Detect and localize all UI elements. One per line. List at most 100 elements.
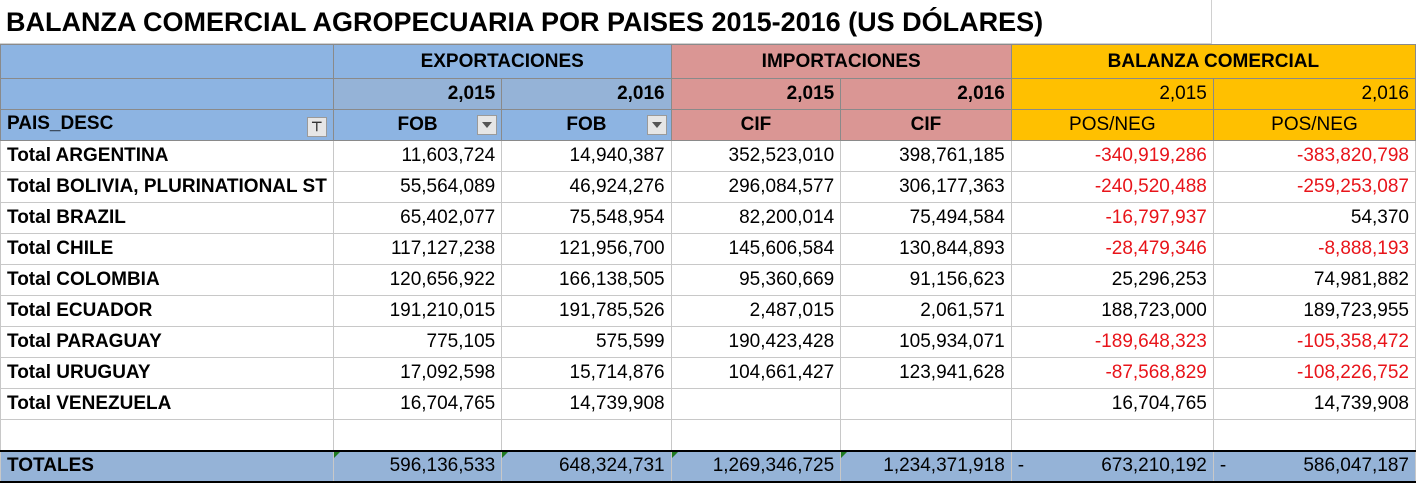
exp-2015-cell[interactable]: 775,105 xyxy=(332,326,503,358)
importaciones-header[interactable]: IMPORTACIONES xyxy=(670,44,1012,79)
bal-2015-cell[interactable]: -189,648,323 xyxy=(1010,326,1214,358)
total-imp-2015[interactable]: 1,269,346,725 xyxy=(670,449,842,483)
exp-2015-cell[interactable]: 11,603,724 xyxy=(332,140,503,172)
exp-2015-cell[interactable]: 191,210,015 xyxy=(332,295,503,327)
exp-2016-cell[interactable]: 191,785,526 xyxy=(501,295,672,327)
exp-2016-cell[interactable]: 121,956,700 xyxy=(501,233,672,265)
bal-2015-cell[interactable]: -340,919,286 xyxy=(1010,140,1214,172)
bal-2015-cell[interactable]: -28,479,346 xyxy=(1010,233,1214,265)
year-imp-2015[interactable]: 2,015 xyxy=(670,78,842,110)
bal-2016-cell[interactable]: 74,981,882 xyxy=(1212,264,1416,296)
dropdown-arrow-icon[interactable] xyxy=(477,115,498,135)
unit-fob-2015[interactable]: FOB xyxy=(332,109,503,141)
bal-2015-cell[interactable]: 188,723,000 xyxy=(1010,295,1214,327)
unit-cif-2015[interactable]: CIF xyxy=(670,109,842,141)
year-imp-2016[interactable]: 2,016 xyxy=(840,78,1012,110)
imp-2016-cell[interactable]: 306,177,363 xyxy=(840,171,1012,203)
exp-2016-cell[interactable]: 166,138,505 xyxy=(501,264,672,296)
bal-2016-cell[interactable]: 54,370 xyxy=(1212,202,1416,234)
empty-cell[interactable] xyxy=(0,419,334,451)
imp-2016-cell[interactable]: 123,941,628 xyxy=(840,357,1012,389)
table-row: Total COLOMBIA 120,656,922 166,138,505 9… xyxy=(0,264,1416,296)
exp-2015-cell[interactable]: 65,402,077 xyxy=(332,202,503,234)
empty-cell[interactable] xyxy=(1212,419,1416,451)
bal-2016-cell[interactable]: -108,226,752 xyxy=(1212,357,1416,389)
bal-2015-cell[interactable]: -240,520,488 xyxy=(1010,171,1214,203)
exp-2015-cell[interactable]: 55,564,089 xyxy=(332,171,503,203)
country-cell[interactable]: Total ARGENTINA xyxy=(0,140,334,172)
empty-cell[interactable] xyxy=(840,419,1012,451)
bal-2016-cell[interactable]: -259,253,087 xyxy=(1212,171,1416,203)
country-cell[interactable]: Total COLOMBIA xyxy=(0,264,334,296)
year-bal-2015[interactable]: 2,015 xyxy=(1010,78,1214,110)
empty-cell[interactable] xyxy=(670,419,842,451)
total-exp-2016[interactable]: 648,324,731 xyxy=(501,449,672,483)
imp-2016-cell[interactable]: 105,934,071 xyxy=(840,326,1012,358)
unit-fob-2016[interactable]: FOB xyxy=(501,109,672,141)
imp-2015-cell[interactable] xyxy=(670,388,842,420)
filter-applied-icon[interactable]: ⊤ xyxy=(306,117,327,137)
bal-2016-cell[interactable]: -8,888,193 xyxy=(1212,233,1416,265)
total-exp-2015[interactable]: 596,136,533 xyxy=(332,449,503,483)
imp-2015-cell[interactable]: 145,606,584 xyxy=(670,233,842,265)
imp-2016-cell[interactable]: 2,061,571 xyxy=(840,295,1012,327)
year-bal-2016[interactable]: 2,016 xyxy=(1212,78,1416,110)
exportaciones-header[interactable]: EXPORTACIONES xyxy=(332,44,672,79)
exp-2016-cell[interactable]: 46,924,276 xyxy=(501,171,672,203)
exp-2015-cell[interactable]: 16,704,765 xyxy=(332,388,503,420)
exp-2016-cell[interactable]: 75,548,954 xyxy=(501,202,672,234)
unit-posneg-2016[interactable]: POS/NEG xyxy=(1212,109,1416,141)
imp-2015-cell[interactable]: 82,200,014 xyxy=(670,202,842,234)
imp-2015-cell[interactable]: 2,487,015 xyxy=(670,295,842,327)
unit-posneg-2015[interactable]: POS/NEG xyxy=(1010,109,1214,141)
exp-2015-cell[interactable]: 17,092,598 xyxy=(332,357,503,389)
header-corner[interactable] xyxy=(0,44,334,79)
bal-2015-cell[interactable]: 25,296,253 xyxy=(1010,264,1214,296)
unit-cif-2016[interactable]: CIF xyxy=(840,109,1012,141)
exp-2016-cell[interactable]: 575,599 xyxy=(501,326,672,358)
balanza-header[interactable]: BALANZA COMERCIAL xyxy=(1010,44,1416,79)
exp-2016-cell[interactable]: 15,714,876 xyxy=(501,357,672,389)
page-title[interactable]: BALANZA COMERCIAL AGROPECUARIA POR PAISE… xyxy=(0,0,1212,44)
bal-2016-cell[interactable]: 189,723,955 xyxy=(1212,295,1416,327)
country-cell[interactable]: Total CHILE xyxy=(0,233,334,265)
total-bal-2016[interactable]: - 586,047,187 xyxy=(1212,449,1416,483)
empty-cell[interactable] xyxy=(1010,419,1214,451)
total-bal-2015[interactable]: - 673,210,192 xyxy=(1010,449,1214,483)
imp-2015-cell[interactable]: 352,523,010 xyxy=(670,140,842,172)
exp-2016-cell[interactable]: 14,739,908 xyxy=(501,388,672,420)
imp-2016-cell[interactable]: 398,761,185 xyxy=(840,140,1012,172)
country-cell[interactable]: Total ECUADOR xyxy=(0,295,334,327)
dropdown-arrow-icon[interactable] xyxy=(646,115,667,135)
country-cell[interactable]: Total BRAZIL xyxy=(0,202,334,234)
pais-desc-header[interactable]: PAIS_DESC ⊤ xyxy=(0,109,334,141)
header-corner-2[interactable] xyxy=(0,78,334,110)
country-cell[interactable]: Total PARAGUAY xyxy=(0,326,334,358)
exp-2015-cell[interactable]: 120,656,922 xyxy=(332,264,503,296)
imp-2015-cell[interactable]: 190,423,428 xyxy=(670,326,842,358)
bal-2015-cell[interactable]: 16,704,765 xyxy=(1010,388,1214,420)
imp-2016-cell[interactable]: 75,494,584 xyxy=(840,202,1012,234)
totals-label[interactable]: TOTALES xyxy=(0,449,334,483)
exp-2015-cell[interactable]: 117,127,238 xyxy=(332,233,503,265)
total-imp-2016[interactable]: 1,234,371,918 xyxy=(840,449,1012,483)
imp-2015-cell[interactable]: 296,084,577 xyxy=(670,171,842,203)
bal-2015-cell[interactable]: -87,568,829 xyxy=(1010,357,1214,389)
imp-2016-cell[interactable]: 91,156,623 xyxy=(840,264,1012,296)
imp-2016-cell[interactable]: 130,844,893 xyxy=(840,233,1012,265)
country-cell[interactable]: Total BOLIVIA, PLURINATIONAL ST xyxy=(0,171,334,203)
imp-2015-cell[interactable]: 104,661,427 xyxy=(670,357,842,389)
imp-2015-cell[interactable]: 95,360,669 xyxy=(670,264,842,296)
bal-2016-cell[interactable]: -383,820,798 xyxy=(1212,140,1416,172)
exp-2016-cell[interactable]: 14,940,387 xyxy=(501,140,672,172)
bal-2016-cell[interactable]: 14,739,908 xyxy=(1212,388,1416,420)
country-cell[interactable]: Total VENEZUELA xyxy=(0,388,334,420)
empty-cell[interactable] xyxy=(332,419,503,451)
year-exp-2015[interactable]: 2,015 xyxy=(332,78,503,110)
country-cell[interactable]: Total URUGUAY xyxy=(0,357,334,389)
bal-2015-cell[interactable]: -16,797,937 xyxy=(1010,202,1214,234)
year-exp-2016[interactable]: 2,016 xyxy=(501,78,672,110)
empty-cell[interactable] xyxy=(501,419,672,451)
imp-2016-cell[interactable] xyxy=(840,388,1012,420)
bal-2016-cell[interactable]: -105,358,472 xyxy=(1212,326,1416,358)
